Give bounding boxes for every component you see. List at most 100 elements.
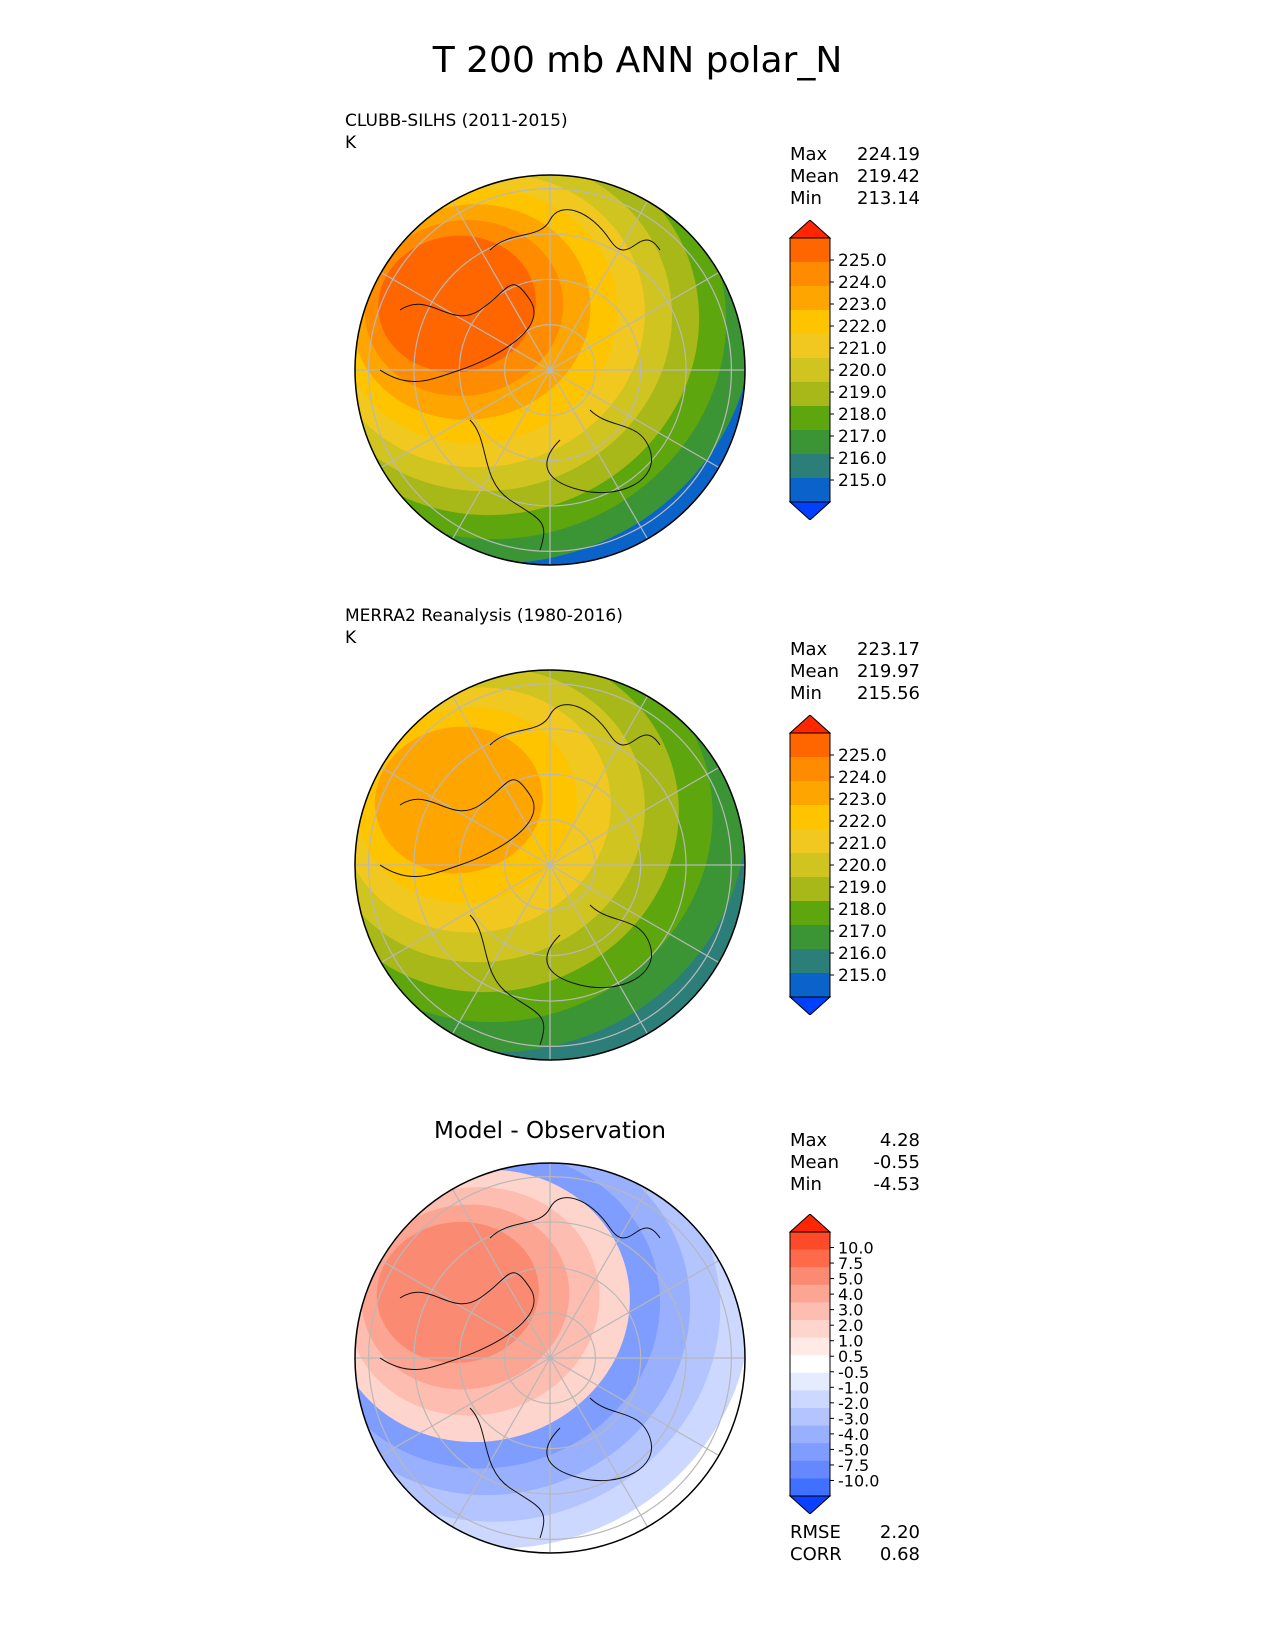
meridian-line <box>549 695 649 866</box>
polar-map <box>354 174 746 566</box>
colorbar-tick-label: 2.0 <box>838 1316 863 1335</box>
min-label: Min <box>790 683 822 704</box>
colorbar-bin <box>790 757 830 782</box>
min-value: 213.14 <box>857 188 920 209</box>
colorbar-tick-label: 220.0 <box>838 361 887 381</box>
colorbar-bin <box>790 1408 830 1427</box>
meridian-line <box>549 864 649 1035</box>
panel-title-text: Model - Observation <box>433 1118 667 1144</box>
stats-block: Max 4.28 Mean -0.55 Min -4.53 <box>790 1130 920 1196</box>
colorbar-bin <box>790 877 830 902</box>
colorbar-bin <box>790 382 830 407</box>
colorbar-extend-max <box>788 1214 832 1233</box>
panel-difference: Model - Observation Max 4.28 Mean -0.55 Mi… <box>0 1118 1275 1588</box>
colorbar-bin <box>790 829 830 854</box>
meridian-line <box>380 766 551 866</box>
mean-value: 219.42 <box>857 166 920 187</box>
meridian-line <box>549 864 720 964</box>
colorbar-tick-label: -4.0 <box>838 1425 869 1444</box>
colorbar-bin <box>790 358 830 383</box>
meridian-line <box>380 369 551 469</box>
colorbar-bin <box>790 406 830 431</box>
colorbar-bin <box>790 1390 830 1409</box>
colorbar-bin <box>790 733 830 758</box>
colorbar-tick-label: 7.5 <box>838 1254 863 1273</box>
colorbar-bin <box>790 430 830 455</box>
meridian-line <box>451 200 551 371</box>
colorbar-bin <box>790 1460 830 1479</box>
colorbar-extend-min <box>788 1495 832 1514</box>
colorbar-tick-label: -2.0 <box>838 1394 869 1413</box>
meridian-line <box>451 695 551 866</box>
colorbar-tick-label: 221.0 <box>838 339 887 359</box>
colorbar-tick-label: 216.0 <box>838 944 887 964</box>
colorbar-tick-label: 222.0 <box>838 317 887 337</box>
colorbar-bin <box>790 1372 830 1391</box>
meridian-line <box>549 200 649 371</box>
colorbar-bin <box>790 973 830 998</box>
meridian-line <box>451 864 551 1035</box>
figure-title: T 200 mb ANN polar_N <box>432 40 843 81</box>
map-boundary <box>354 669 746 1061</box>
meridian-line <box>451 1357 551 1528</box>
panel-units: K <box>345 628 357 648</box>
meridian-line <box>451 369 551 540</box>
colorbar-bin <box>790 262 830 287</box>
colorbar-tick-label: 219.0 <box>838 383 887 403</box>
max-label: Max <box>790 1130 828 1151</box>
colorbar-bin <box>790 901 830 926</box>
colorbar-tick-label: 219.0 <box>838 878 887 898</box>
colorbar: 10.07.55.04.03.02.01.00.5-0.5-1.0-2.0-3.… <box>788 1214 879 1514</box>
colorbar: 225.0224.0223.0222.0221.0220.0219.0218.0… <box>788 715 887 1015</box>
meridian-line <box>549 1188 649 1359</box>
colorbar-tick-label: 221.0 <box>838 834 887 854</box>
colorbar-tick-label: -10.0 <box>838 1471 879 1490</box>
meridian-line <box>549 369 720 469</box>
map-boundary <box>354 1162 746 1554</box>
colorbar-extend-max <box>788 220 832 239</box>
rmse-value: 2.20 <box>879 1522 920 1543</box>
panel-title: CLUBB-SILHS (2011-2015) K <box>345 110 568 154</box>
colorbar-tick-label: 215.0 <box>838 471 887 491</box>
stats-block: Max 224.19 Mean 219.42 Min 213.14 <box>790 144 920 210</box>
panel-observation: MERRA2 Reanalysis (1980-2016) K Max 223.1… <box>0 605 1275 1075</box>
polar-map <box>354 1162 746 1554</box>
field-shading <box>355 1163 745 1553</box>
colorbar-bin <box>790 1320 830 1339</box>
colorbar-tick-label: 4.0 <box>838 1285 863 1304</box>
meridian-line <box>380 864 551 964</box>
map-boundary <box>354 174 746 566</box>
coastline <box>379 1197 661 1539</box>
coastline <box>379 209 661 551</box>
colorbar-bin <box>790 1355 830 1374</box>
colorbar-bin <box>790 334 830 359</box>
polar-map <box>354 669 746 1061</box>
meridian-line <box>549 766 720 866</box>
colorbar-bin <box>790 1232 830 1251</box>
min-value: -4.53 <box>873 1174 920 1195</box>
meridian-line <box>380 271 551 371</box>
meridian-line <box>380 1357 551 1457</box>
colorbar-bin <box>790 1337 830 1356</box>
panel-model: CLUBB-SILHS (2011-2015) K Max 224.19 Mean… <box>0 110 1275 580</box>
colorbar-bin <box>790 1302 830 1321</box>
mean-value: -0.55 <box>873 1152 920 1173</box>
meridian-line <box>549 369 649 540</box>
panel-title-text: MERRA2 Reanalysis (1980-2016) <box>345 606 623 626</box>
corr-value: 0.68 <box>879 1544 920 1565</box>
colorbar-tick-label: 5.0 <box>838 1270 863 1289</box>
colorbar-bin <box>790 853 830 878</box>
meridian-line <box>549 271 720 371</box>
colorbar-tick-label: -1.0 <box>838 1378 869 1397</box>
colorbar-bin <box>790 1425 830 1444</box>
colorbar-tick-label: 10.0 <box>838 1239 874 1258</box>
coastline <box>379 704 661 1046</box>
colorbar-bin <box>790 1443 830 1462</box>
colorbar-tick-label: 222.0 <box>838 812 887 832</box>
max-value: 224.19 <box>857 144 920 165</box>
colorbar-bin <box>790 1249 830 1268</box>
colorbar-tick-label: 224.0 <box>838 768 887 788</box>
colorbar-bin <box>790 478 830 503</box>
rmse-label: RMSE <box>790 1522 841 1543</box>
colorbar-tick-label: 215.0 <box>838 966 887 986</box>
